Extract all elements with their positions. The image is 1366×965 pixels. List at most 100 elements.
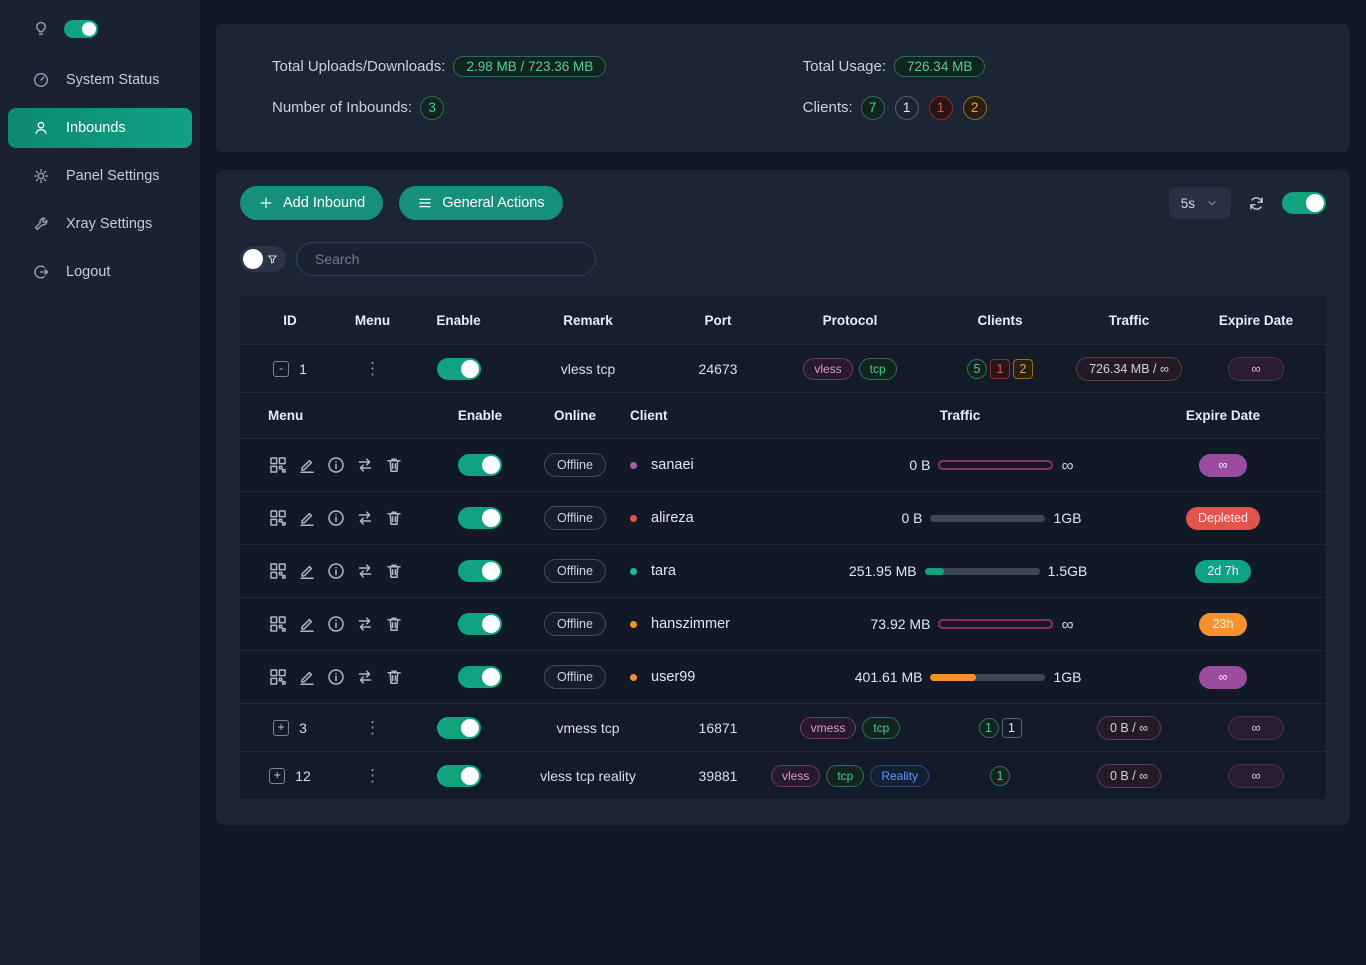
client-enable-toggle[interactable]	[458, 454, 502, 476]
traffic-limit: ∞	[1061, 455, 1074, 475]
search-input[interactable]	[296, 242, 596, 276]
expand-row-button[interactable]: +	[269, 767, 286, 784]
inbound-count-label: Number of Inbounds:	[272, 99, 413, 117]
client-color-dot	[630, 567, 637, 575]
user-icon	[32, 119, 50, 137]
online-status-badge: Offline	[544, 559, 606, 583]
inbound-remark: vless tcp reality	[540, 767, 636, 784]
client-color-dot	[630, 514, 637, 522]
col-client-name: Client	[630, 408, 668, 423]
sidebar-item-panel-settings[interactable]: Panel Settings	[8, 156, 192, 196]
general-actions-button[interactable]: General Actions	[399, 186, 563, 220]
clients-count-active: 7	[860, 95, 885, 120]
inbounds-card: Add Inbound General Actions 5s	[216, 170, 1350, 825]
client-row: Offline hanszimmer 73.92 MB ∞ 23h	[240, 597, 1326, 650]
online-status-badge: Offline	[544, 453, 606, 477]
traffic-limit: ∞	[1061, 614, 1074, 634]
client-expire-badge: ∞	[1199, 665, 1247, 689]
delete-icon[interactable]	[384, 667, 404, 687]
reset-traffic-icon[interactable]	[355, 508, 375, 528]
qrcode-icon[interactable]	[268, 561, 288, 581]
inbound-port: 16871	[698, 719, 738, 736]
client-count-badge: 1	[990, 765, 1010, 786]
qrcode-icon[interactable]	[268, 508, 288, 528]
auto-refresh-toggle[interactable]	[1282, 192, 1326, 214]
client-count-badge: 2	[1013, 358, 1033, 379]
reset-traffic-icon[interactable]	[355, 455, 375, 475]
reset-traffic-icon[interactable]	[355, 614, 375, 634]
info-icon[interactable]	[326, 455, 346, 475]
theme-bulb-icon	[32, 20, 50, 38]
refresh-button[interactable]	[1247, 194, 1266, 213]
edit-icon[interactable]	[297, 455, 317, 475]
protocol-badge: tcp	[826, 764, 865, 787]
inbound-id: 3	[299, 719, 307, 736]
online-status-badge: Offline	[544, 612, 606, 636]
col-traffic: Traffic	[1108, 312, 1150, 328]
row-menu-button[interactable]: ⋮	[364, 765, 381, 785]
delete-icon[interactable]	[384, 455, 404, 475]
row-menu-button[interactable]: ⋮	[364, 717, 381, 737]
inbound-expire: ∞	[1228, 715, 1284, 740]
client-expire-badge: Depleted	[1185, 506, 1261, 530]
qrcode-icon[interactable]	[268, 614, 288, 634]
total-uploads-value: 2.98 MB / 723.36 MB	[453, 56, 607, 78]
info-icon[interactable]	[326, 667, 346, 687]
qrcode-icon[interactable]	[268, 667, 288, 687]
delete-icon[interactable]	[384, 614, 404, 634]
client-name: alireza	[651, 510, 694, 526]
traffic-bar	[938, 619, 1054, 629]
edit-icon[interactable]	[297, 614, 317, 634]
sidebar-item-system-status[interactable]: System Status	[8, 60, 192, 100]
inbounds-table: ID Menu Enable Remark Port Protocol Clie…	[240, 296, 1326, 799]
logout-icon	[32, 263, 50, 281]
edit-icon[interactable]	[297, 508, 317, 528]
info-icon[interactable]	[326, 561, 346, 581]
qrcode-icon[interactable]	[268, 455, 288, 475]
reset-traffic-icon[interactable]	[355, 561, 375, 581]
sidebar-item-logout[interactable]: Logout	[8, 252, 192, 292]
total-uploads-label: Total Uploads/Downloads:	[272, 58, 446, 76]
col-client-enable: Enable	[457, 408, 503, 423]
reset-traffic-icon[interactable]	[355, 667, 375, 687]
collapse-row-button[interactable]: -	[273, 360, 290, 377]
sidebar-item-xray-settings[interactable]: Xray Settings	[8, 204, 192, 244]
delete-icon[interactable]	[384, 561, 404, 581]
refresh-interval-select[interactable]: 5s	[1168, 187, 1231, 219]
expand-row-button[interactable]: +	[273, 719, 290, 736]
row-menu-button[interactable]: ⋮	[364, 358, 381, 378]
edit-icon[interactable]	[297, 667, 317, 687]
delete-icon[interactable]	[384, 508, 404, 528]
traffic-bar	[938, 460, 1054, 470]
client-enable-toggle[interactable]	[458, 666, 502, 688]
inbound-id: 12	[295, 767, 311, 784]
sidebar-item-inbounds[interactable]: Inbounds	[8, 108, 192, 148]
protocol-badge: tcp	[862, 716, 901, 739]
col-port: Port	[704, 312, 732, 328]
info-icon[interactable]	[326, 614, 346, 634]
inbound-enable-toggle[interactable]	[436, 764, 481, 787]
theme-toggle[interactable]	[64, 20, 98, 38]
traffic-limit: 1.5GB	[1047, 563, 1088, 579]
sidebar: System Status Inbounds Panel Settings Xr…	[0, 0, 200, 965]
col-client-online: Online	[553, 408, 596, 423]
inbound-enable-toggle[interactable]	[436, 357, 481, 380]
online-status-badge: Offline	[544, 665, 606, 689]
add-inbound-button[interactable]: Add Inbound	[240, 186, 384, 220]
main-content: Total Uploads/Downloads: 2.98 MB / 723.3…	[200, 0, 1366, 965]
toolbar: Add Inbound General Actions 5s	[240, 186, 1326, 220]
inbound-count-value: 3	[420, 95, 445, 120]
total-usage-label: Total Usage:	[802, 58, 887, 76]
filter-toggle[interactable]	[240, 246, 286, 272]
edit-icon[interactable]	[297, 561, 317, 581]
client-enable-toggle[interactable]	[458, 507, 502, 529]
traffic-used: 401.61 MB	[854, 669, 923, 685]
sidebar-item-label: System Status	[66, 72, 160, 88]
chevron-down-icon	[1205, 196, 1219, 210]
client-enable-toggle[interactable]	[458, 613, 502, 635]
client-enable-toggle[interactable]	[458, 560, 502, 582]
info-icon[interactable]	[326, 508, 346, 528]
inbound-enable-toggle[interactable]	[436, 716, 481, 739]
client-name: user99	[651, 669, 696, 685]
traffic-bar	[930, 514, 1046, 522]
